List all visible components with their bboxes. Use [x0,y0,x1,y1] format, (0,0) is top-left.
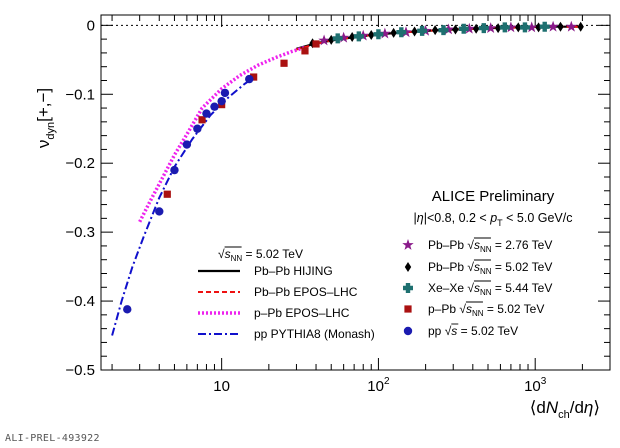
data-point-star [547,20,559,32]
data-point-diamond [368,29,375,40]
data-point-star [379,27,391,39]
y-axis-title: νdyn[+,−] [34,88,57,148]
legend-entry-model: p–Pb EPOS–LHC [254,306,350,320]
data-point-circle [170,165,179,175]
y-tick-label: −0.2 [65,155,95,172]
y-tick-label: −0.1 [65,86,95,103]
data-point-diamond [472,23,480,34]
legend-entry-model: Pb–Pb EPOS–LHC [254,285,358,299]
data-point-star [318,34,330,46]
data-point-star [463,22,475,34]
data-point-circle [193,124,202,133]
data-point-circle [210,102,219,111]
data-point-square [250,73,258,81]
data-point-circle [155,207,164,216]
data-point-circle [217,96,226,106]
data-point-star [526,21,538,33]
data-point-cross [353,31,364,42]
x-tick-label: 103 [524,376,547,395]
data-point-cross [373,29,384,40]
data-point-square [301,47,309,55]
y-tick-label: −0.5 [65,362,95,379]
data-point-diamond [390,27,397,38]
legend-entry-data: Pb–Pb √sNN = 2.76 TeV [428,238,552,254]
y-tick-label: 0 [87,17,95,34]
y-tick-label: −0.4 [65,293,95,310]
data-point-star [505,21,517,33]
x-tick-label: 10 [213,378,230,395]
plot-frame [100,14,611,371]
x-tick-label: 102 [367,376,390,395]
data-point-star [337,31,350,43]
data-point-circle [182,140,192,149]
legend-marker-circle [403,326,413,336]
data-point-star [485,22,497,33]
data-point-cross [332,33,343,44]
legend-entry-data: Pb–Pb √sNN = 5.02 TeV [428,260,552,276]
data-point-square [198,116,206,124]
data-point-star [565,20,577,32]
data-point-circle [220,88,230,98]
legend-marker-cross [403,283,413,293]
legend-entry-model: pp PYTHIA8 (Monash) [254,327,375,341]
legend-marker-square [404,305,412,313]
legend-marker-diamond [404,262,412,272]
data-point-cross [539,21,550,32]
data-point-star [442,23,455,35]
data-point-cross [438,25,449,36]
data-point-circle [202,109,211,118]
data-point-cross [396,27,407,38]
data-point-cross [499,22,510,33]
data-point-diamond [431,25,439,36]
data-point-circle [245,74,254,84]
legend-entry-data: Xe–Xe √sNN = 5.44 TeV [428,281,552,297]
legends: ALICE Preliminary |η|<0.8, 0.2 < pT < 5.0… [198,188,573,341]
data-point-square [312,40,320,48]
data-point-square [163,190,171,198]
data-point-cross [519,22,530,33]
data-point-cross [458,23,469,34]
legend-entry-model: Pb–Pb HIJING [254,264,333,278]
model-curve [111,76,255,336]
model-legend-header: √sNN = 5.02 TeV [218,247,303,263]
data-point-diamond [411,26,418,37]
figure-id: ALI-PREL-493922 [5,433,100,444]
data-point-diamond [515,22,522,33]
data-point-cross [417,25,428,36]
y-tick-label: −0.3 [65,224,95,241]
data-point-diamond [577,21,584,32]
data-markers [123,20,584,314]
axis-labels: 0 −0.1 −0.2 −0.3 −0.4 −0.5 10 102 103 ⟨dNch/dη⟩ νd… [34,17,600,421]
legend-entry-data: p–Pb √sNN = 5.02 TeV [428,302,544,318]
data-point-cross [478,23,489,34]
data-point-circle [123,305,132,314]
data-point-diamond [452,24,459,35]
data-point-diamond [348,32,356,43]
data-point-diamond [557,21,564,32]
x-axis-title: ⟨dNch/dη⟩ [530,398,600,421]
legend-entry-data: pp √s = 5.02 TeV [428,324,518,338]
data-point-diamond [494,23,502,34]
axes [100,14,611,371]
kinematic-cuts: |η|<0.8, 0.2 < pT < 5.0 GeV/c [414,211,573,228]
legend-marker-star [402,239,414,250]
preliminary-label: ALICE Preliminary [432,188,555,205]
data-point-square [280,59,288,67]
